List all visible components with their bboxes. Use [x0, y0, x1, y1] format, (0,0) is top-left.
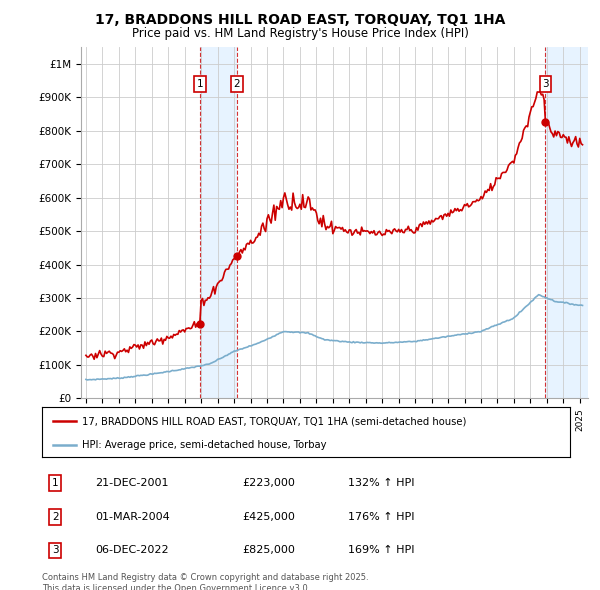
Text: 1: 1: [196, 79, 203, 89]
Text: £223,000: £223,000: [242, 478, 296, 489]
Text: 17, BRADDONS HILL ROAD EAST, TORQUAY, TQ1 1HA (semi-detached house): 17, BRADDONS HILL ROAD EAST, TORQUAY, TQ…: [82, 416, 466, 426]
Text: Price paid vs. HM Land Registry's House Price Index (HPI): Price paid vs. HM Land Registry's House …: [131, 27, 469, 40]
Text: 21-DEC-2001: 21-DEC-2001: [95, 478, 168, 489]
Bar: [545, 47, 588, 398]
Text: 1: 1: [52, 478, 59, 489]
Text: 2: 2: [233, 79, 240, 89]
Text: HPI: Average price, semi-detached house, Torbay: HPI: Average price, semi-detached house,…: [82, 440, 326, 450]
Text: 17, BRADDONS HILL ROAD EAST, TORQUAY, TQ1 1HA: 17, BRADDONS HILL ROAD EAST, TORQUAY, TQ…: [95, 13, 505, 27]
Bar: [200, 47, 237, 398]
Text: 176% ↑ HPI: 176% ↑ HPI: [348, 512, 415, 522]
Text: 3: 3: [542, 79, 549, 89]
Text: 132% ↑ HPI: 132% ↑ HPI: [348, 478, 415, 489]
Text: 01-MAR-2004: 01-MAR-2004: [95, 512, 170, 522]
Text: £425,000: £425,000: [242, 512, 296, 522]
Text: £825,000: £825,000: [242, 545, 296, 555]
Text: 169% ↑ HPI: 169% ↑ HPI: [348, 545, 415, 555]
Text: Contains HM Land Registry data © Crown copyright and database right 2025.
This d: Contains HM Land Registry data © Crown c…: [42, 573, 368, 590]
Text: 2: 2: [52, 512, 59, 522]
Text: 3: 3: [52, 545, 59, 555]
Text: 06-DEC-2022: 06-DEC-2022: [95, 545, 169, 555]
